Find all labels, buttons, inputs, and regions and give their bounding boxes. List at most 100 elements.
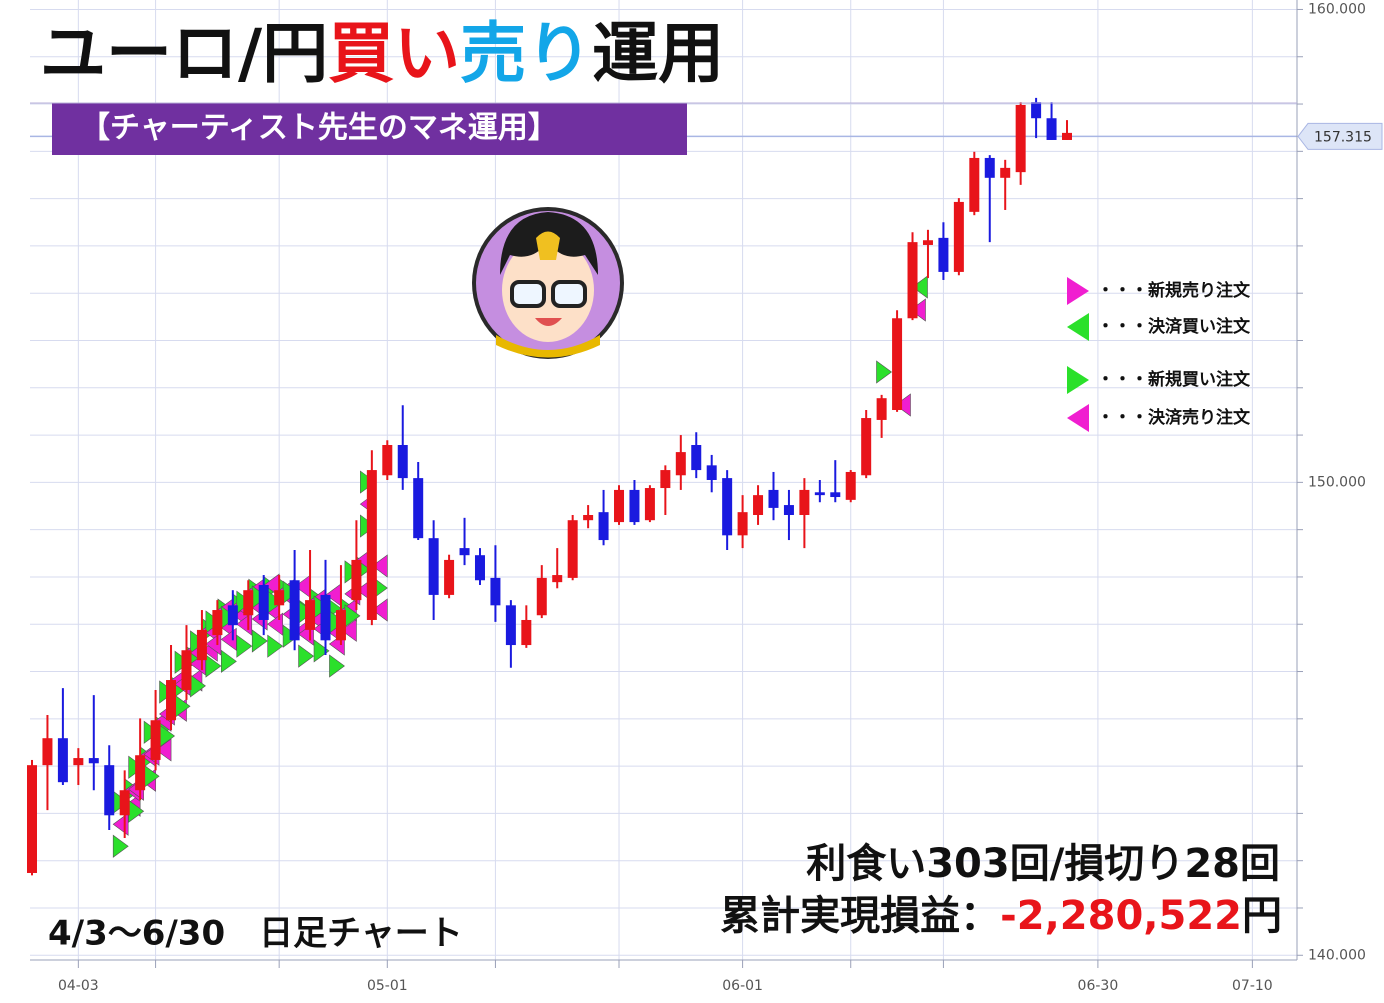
candle-body [150,720,161,760]
candle-body [737,512,748,536]
candle-body [1062,132,1072,140]
candle-body [567,520,578,578]
candle-body [57,738,68,783]
order-marker [221,649,237,673]
candle-body [907,242,918,319]
candle-body [104,765,115,816]
title-part: 買い [328,15,460,92]
legend-label: ・・・新規買い注文 [1097,369,1251,390]
avatar-hair [500,212,598,275]
candle-body [969,157,980,212]
last-price-box [1297,122,1383,150]
x-tick-label: 06-30 [1078,978,1119,994]
candle-body [1046,118,1057,140]
legend-marker [1067,404,1089,432]
candle-body [953,201,964,272]
candle-body [1015,104,1026,173]
candle-body [305,600,316,630]
order-marker [298,644,315,668]
subtitle: 【チャーティスト先生のマネ運用】 [80,111,558,146]
candle-body [88,758,99,764]
candle-body [644,488,655,521]
candle-body [753,495,764,515]
trade-count: 利食い303回/損切り28回 [806,841,1280,887]
axes [30,0,1298,961]
x-tick-label: 07-10 [1232,978,1273,994]
candle-body [274,590,285,606]
candle-body [722,478,733,536]
x-tick-label: 05-01 [367,978,408,994]
order-marker [894,393,911,417]
candle-body [799,489,810,515]
candle-body [181,650,192,690]
candle-body [660,470,671,489]
period: 4/3～6/30 日足チャート [48,914,463,954]
order-marker [112,834,129,858]
candle-body [382,445,393,476]
order-marker [371,554,388,578]
candle-body [1031,102,1042,119]
candle-body [335,610,346,641]
avatar-collar [496,335,600,358]
avatar-badge [536,231,560,260]
candle-body [984,157,995,178]
candle-body [938,237,949,272]
candle-body [243,590,254,616]
legend-marker [1067,366,1089,394]
x-tick-label: 06-01 [722,978,763,994]
candle-body [366,470,377,620]
candle-body [196,629,207,661]
candle-body [675,452,686,476]
candle-body [212,610,223,636]
candle-body [227,605,238,626]
candle-body [521,619,532,646]
candle-body [536,577,547,616]
pnl-value: -2,280,522 [1000,893,1242,939]
pnl-label: 累計実現損益： [720,893,1000,939]
candle-body [892,318,903,411]
candle-body [706,465,717,480]
candle-body [629,489,640,523]
avatar-glasses [551,280,587,308]
candle-body [474,555,485,581]
candle-body [783,505,794,515]
candle-body [614,489,625,523]
pnl-unit: 円 [1242,893,1282,939]
title-part: ユーロ/円 [40,15,328,92]
candle-body [428,538,439,595]
legend-label: ・・・決済買い注文 [1097,316,1251,337]
candle-body [814,492,825,496]
candle-body [490,577,501,606]
candle-body [119,790,130,816]
y-tick-label: 140.000 [1308,947,1366,963]
legend-label: ・・・新規売り注文 [1097,280,1251,301]
avatar [472,207,624,359]
avatar-mouth [535,318,562,326]
candle-body [768,489,779,508]
candle-body [73,758,84,766]
order-marker [371,598,388,622]
last-price-label: 157.315 [1314,129,1372,145]
candle-body [351,559,362,601]
order-marker [313,639,330,663]
candle-body [830,492,841,498]
candle-body [258,584,269,620]
x-tick-label: 04-03 [58,978,99,994]
title-part: 売り [460,15,592,92]
order-marker [251,629,268,653]
candle-body [876,398,887,420]
legend-label: ・・・決済売り注文 [1097,407,1251,428]
avatar-face [502,238,594,342]
pnl: 累計実現損益：-2,280,522円 [720,893,1282,939]
candle-body [444,559,455,595]
candle-body [320,594,331,641]
order-marker [205,654,222,678]
y-tick-label: 160.000 [1308,1,1366,17]
candles [27,97,1072,876]
candle-body [166,680,177,721]
order-marker [267,634,284,658]
order-marker [236,634,253,658]
order-marker [155,738,172,762]
candle-body [922,240,933,245]
